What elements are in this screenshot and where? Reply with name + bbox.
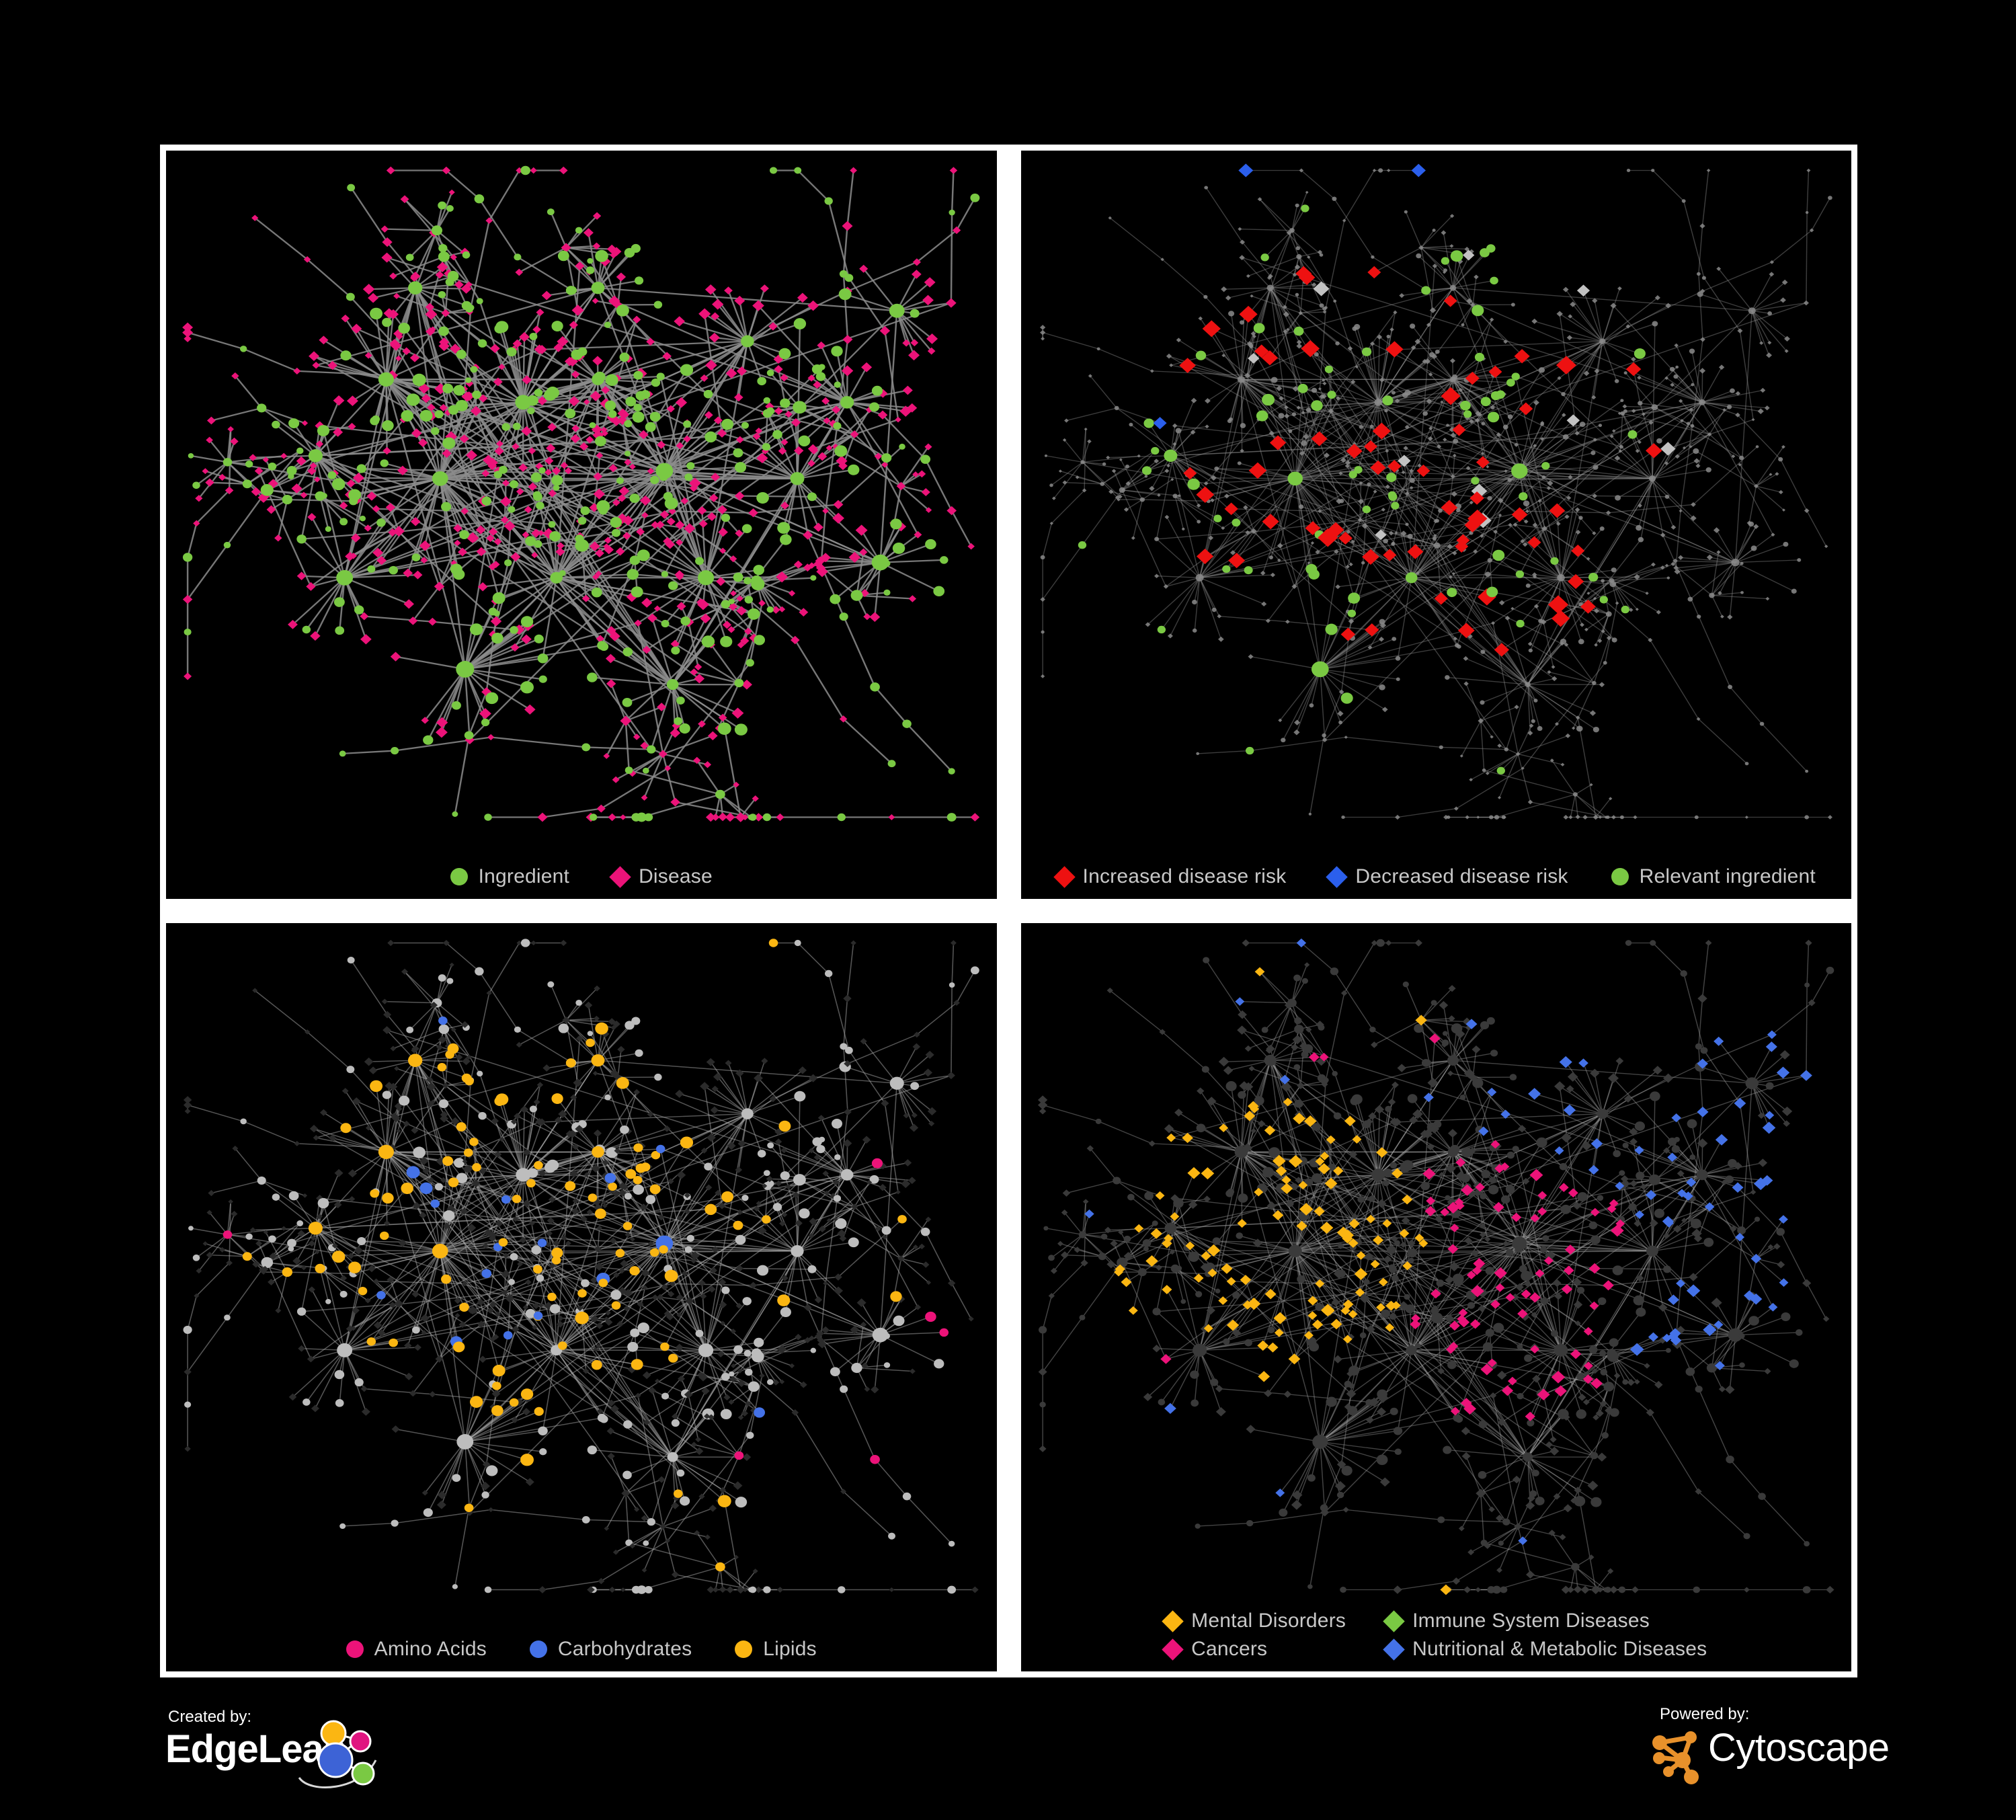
amino-acids-circle-icon bbox=[346, 1640, 364, 1658]
network-svg-1 bbox=[182, 165, 980, 822]
legend-label-amino-acids: Amino Acids bbox=[374, 1638, 487, 1660]
legend-label-metabolic-diseases: Nutritional & Metabolic Diseases bbox=[1412, 1638, 1707, 1660]
immune-diseases-diamond-icon bbox=[1383, 1610, 1405, 1632]
cytoscape-wordmark: Cytoscape bbox=[1708, 1726, 1890, 1770]
created-by-label: Created by: bbox=[168, 1708, 252, 1726]
legend-panel-2: Increased disease risk Decreased disease… bbox=[1021, 865, 1852, 888]
carbohydrates-circle-icon bbox=[529, 1640, 547, 1658]
relevant-ingredient-circle-icon bbox=[1611, 868, 1629, 885]
cytoscape-network-icon bbox=[1652, 1731, 1699, 1784]
mental-disorders-diamond-icon bbox=[1162, 1610, 1184, 1632]
disease-diamond-icon bbox=[609, 865, 631, 888]
increased-risk-diamond-icon bbox=[1053, 865, 1076, 888]
legend-item-disease: Disease bbox=[609, 865, 713, 888]
legend-label-disease: Disease bbox=[639, 865, 713, 887]
legend-item-metabolic-diseases: Nutritional & Metabolic Diseases bbox=[1383, 1638, 1707, 1661]
cytoscape-logo: Powered by: Cytoscape bbox=[1636, 1705, 1890, 1792]
ingredient-circle-icon bbox=[450, 868, 468, 885]
legend-label-increased-risk: Increased disease risk bbox=[1082, 865, 1287, 887]
legend-panel-1: Ingredient Disease bbox=[166, 865, 997, 888]
legend-item-ingredient: Ingredient bbox=[450, 867, 569, 887]
edgeleap-logo: Created by: EdgeLeap bbox=[165, 1708, 380, 1795]
legend-label-carbohydrates: Carbohydrates bbox=[557, 1638, 692, 1660]
panel-ingredient-class: Amino Acids Carbohydrates Lipids bbox=[160, 917, 1003, 1677]
legend-label-mental-disorders: Mental Disorders bbox=[1191, 1610, 1346, 1632]
network-canvas-4 bbox=[1021, 923, 1852, 1610]
legend-label-lipids: Lipids bbox=[763, 1638, 817, 1660]
legend-label-ingredient: Ingredient bbox=[478, 865, 570, 887]
figure-footer: Created by: EdgeLeap Powered by: Cytosca… bbox=[160, 1681, 1890, 1815]
network-canvas-2 bbox=[1021, 151, 1852, 837]
panel-disease-class: Mental Disorders Immune System Diseases … bbox=[1014, 917, 1857, 1677]
legend-item-amino-acids: Amino Acids bbox=[346, 1639, 487, 1659]
legend-panel-4: Mental Disorders Immune System Diseases … bbox=[1021, 1610, 1852, 1661]
legend-item-decreased-risk: Decreased disease risk bbox=[1326, 865, 1568, 888]
network-canvas-1 bbox=[166, 151, 997, 837]
powered-by-label: Powered by: bbox=[1660, 1705, 1750, 1723]
cancers-diamond-icon bbox=[1162, 1638, 1184, 1661]
edgeleap-node-cluster-icon bbox=[298, 1720, 377, 1788]
network-svg-4 bbox=[1037, 938, 1834, 1595]
panel-grid: Ingredient Disease Increased disease ris… bbox=[160, 145, 1857, 1677]
network-svg-3 bbox=[183, 939, 979, 1594]
legend-label-cancers: Cancers bbox=[1191, 1638, 1268, 1660]
legend-label-immune-diseases: Immune System Diseases bbox=[1412, 1610, 1650, 1632]
panel-disease-risk: Increased disease risk Decreased disease… bbox=[1014, 145, 1857, 905]
edgeleap-wordmark: EdgeLeap bbox=[165, 1727, 347, 1771]
legend-item-immune-diseases: Immune System Diseases bbox=[1383, 1610, 1650, 1632]
legend-item-increased-risk: Increased disease risk bbox=[1053, 865, 1287, 888]
legend-panel-3: Amino Acids Carbohydrates Lipids bbox=[166, 1639, 997, 1659]
legend-item-relevant-ingredient: Relevant ingredient bbox=[1611, 867, 1816, 887]
decreased-risk-diamond-icon bbox=[1326, 865, 1348, 888]
legend-label-decreased-risk: Decreased disease risk bbox=[1355, 865, 1568, 887]
panel-ingredient-disease: Ingredient Disease bbox=[160, 145, 1003, 905]
lipids-circle-icon bbox=[735, 1640, 753, 1658]
network-svg-2 bbox=[1039, 163, 1832, 820]
legend-item-cancers: Cancers bbox=[1162, 1638, 1268, 1661]
metabolic-diseases-diamond-icon bbox=[1383, 1638, 1405, 1661]
legend-label-relevant-ingredient: Relevant ingredient bbox=[1639, 865, 1816, 887]
legend-item-mental-disorders: Mental Disorders bbox=[1162, 1610, 1346, 1632]
legend-item-lipids: Lipids bbox=[735, 1639, 817, 1659]
legend-item-carbohydrates: Carbohydrates bbox=[529, 1638, 692, 1660]
network-canvas-3 bbox=[166, 923, 997, 1610]
